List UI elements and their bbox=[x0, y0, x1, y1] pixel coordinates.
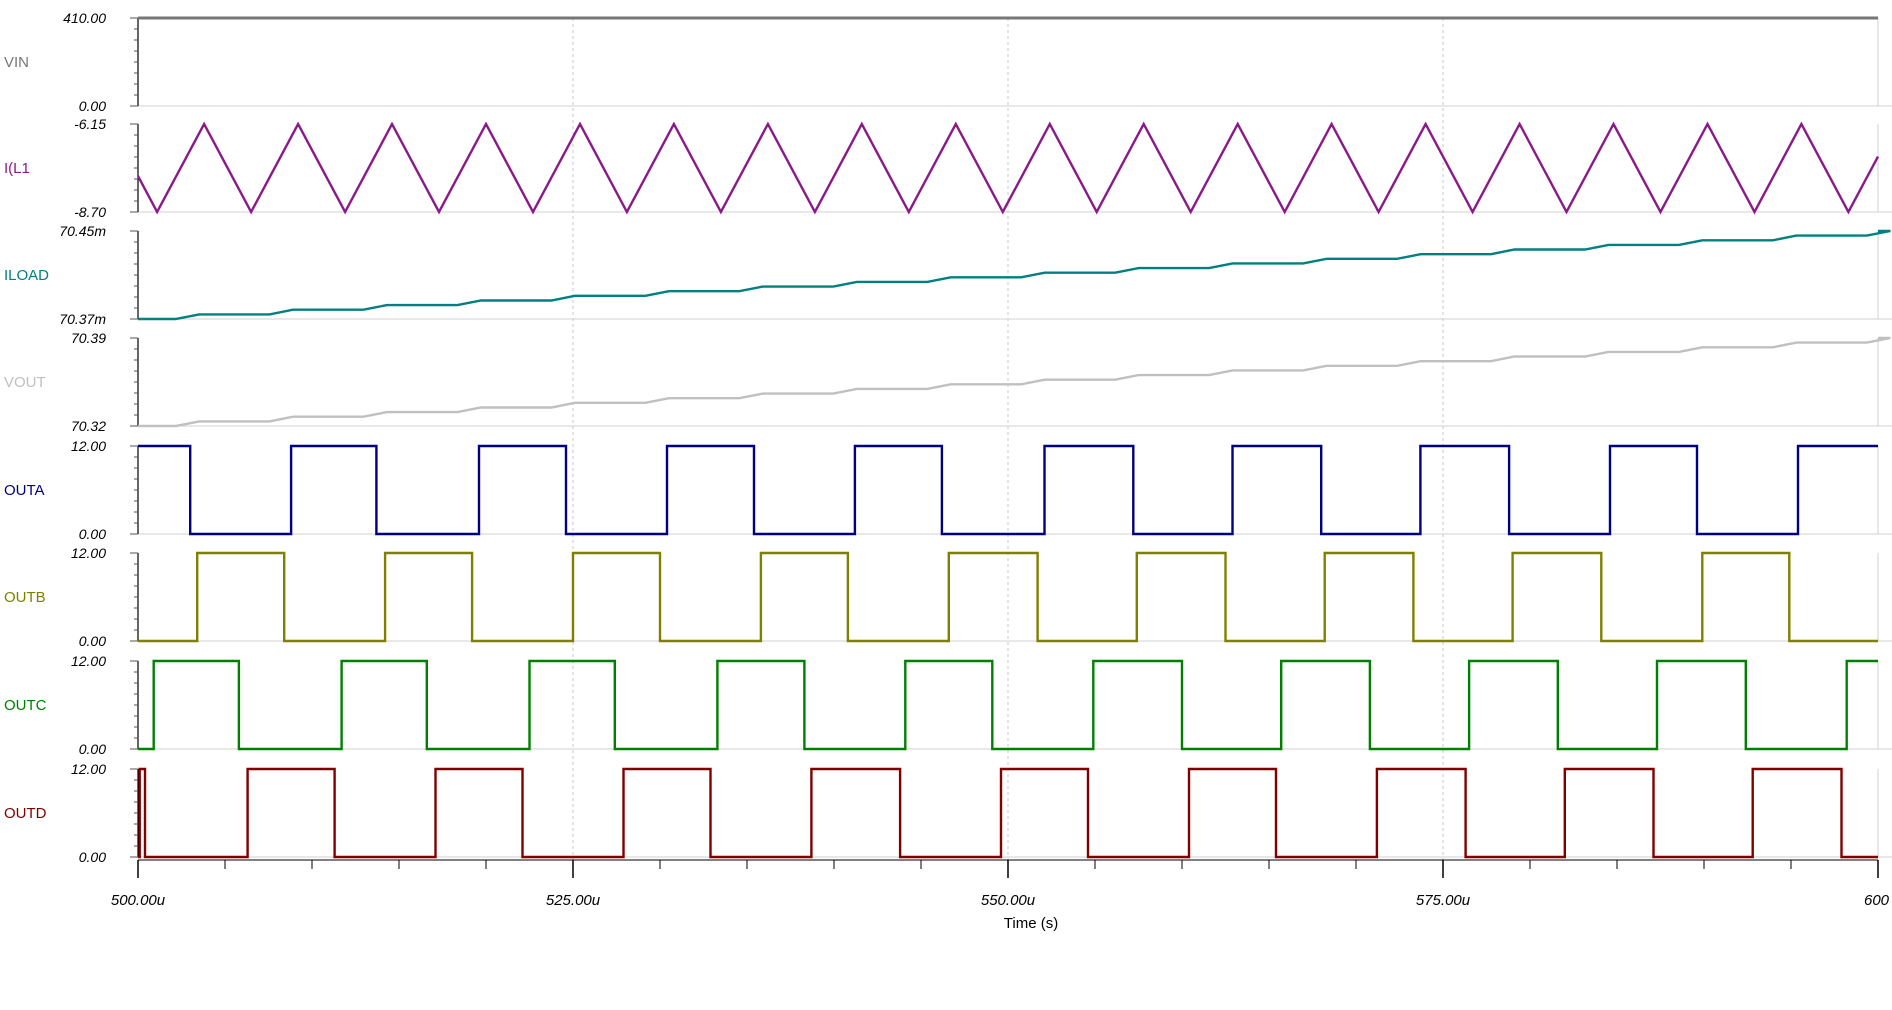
y-max-label: 12.00 bbox=[71, 653, 106, 669]
y-min-label: 70.37m bbox=[59, 311, 106, 327]
x-tick-label: 575.00u bbox=[1416, 892, 1471, 909]
series-name: OUTD bbox=[4, 805, 47, 822]
series-line bbox=[138, 229, 1891, 321]
series-name: OUTC bbox=[4, 697, 47, 714]
y-max-label: 12.00 bbox=[71, 761, 106, 777]
series-line bbox=[138, 551, 1878, 643]
series-name: OUTB bbox=[4, 589, 46, 606]
series-name: VIN bbox=[4, 54, 29, 71]
y-min-label: 0.00 bbox=[79, 526, 106, 542]
y-max-label: 12.00 bbox=[71, 545, 106, 561]
y-min-label: 0.00 bbox=[79, 633, 106, 649]
series-name: I(L1 bbox=[4, 160, 30, 177]
series-name: ILOAD bbox=[4, 267, 49, 284]
x-tick-label: 550.00u bbox=[981, 892, 1036, 909]
panel-outa: 12.00 0.00 OUTA bbox=[4, 438, 1892, 542]
series-name: VOUT bbox=[4, 374, 46, 391]
panel-vout: 70.39 70.32 VOUT bbox=[4, 330, 1892, 434]
panel-outc: 12.00 0.00 OUTC bbox=[4, 653, 1892, 757]
series-line bbox=[136, 121, 1880, 215]
y-max-label: 12.00 bbox=[71, 438, 106, 454]
series-name: OUTA bbox=[4, 482, 45, 499]
series-line bbox=[138, 336, 1891, 428]
y-min-label: 0.00 bbox=[79, 849, 106, 865]
panel-il1: -6.15 -8.70 I(L1 bbox=[4, 116, 1892, 220]
panel-iload: 70.45m 70.37m ILOAD bbox=[4, 223, 1892, 327]
series-line bbox=[138, 444, 1878, 536]
y-min-label: -8.70 bbox=[74, 204, 106, 220]
x-axis-label: Time (s) bbox=[1004, 915, 1058, 932]
panel-outd: 12.00 0.00 OUTD bbox=[4, 761, 1892, 865]
y-max-label: 410.00 bbox=[63, 10, 106, 26]
x-tick-label: 600 bbox=[1864, 892, 1890, 909]
y-max-label: 70.45m bbox=[59, 223, 106, 239]
x-tick-label: 525.00u bbox=[546, 892, 601, 909]
panel-vin: 410.00 0.00 VIN bbox=[4, 10, 1892, 114]
y-min-label: 70.32 bbox=[71, 418, 106, 434]
y-max-label: -6.15 bbox=[74, 116, 106, 132]
panel-outb: 12.00 0.00 OUTB bbox=[4, 545, 1892, 649]
y-max-label: 70.39 bbox=[71, 330, 106, 346]
x-axis: 500.00u 525.00u 550.00u 575.00u 600 Time (s) bbox=[111, 859, 1890, 932]
series-line bbox=[138, 659, 1878, 751]
series-line bbox=[138, 767, 1878, 859]
y-min-label: 0.00 bbox=[79, 741, 106, 757]
x-tick-label: 500.00u bbox=[111, 892, 166, 909]
grid-lines bbox=[572, 18, 1444, 860]
y-min-label: 0.00 bbox=[79, 98, 106, 114]
